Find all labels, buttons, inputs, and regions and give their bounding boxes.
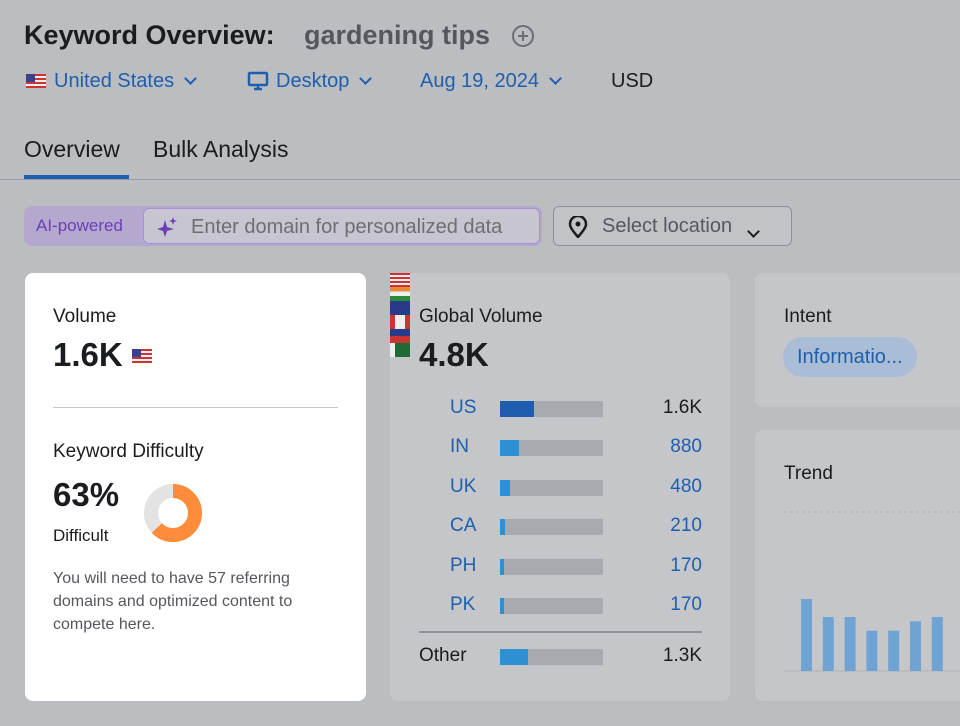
volume-bar — [500, 558, 504, 575]
date-filter[interactable]: Aug 19, 2024 — [420, 70, 562, 93]
country-code: CA — [450, 515, 477, 537]
volume-bar — [500, 649, 528, 665]
location-select[interactable]: Select location — [553, 206, 792, 246]
filter-text: Desktop — [276, 70, 350, 92]
volume-value: 1.3K — [662, 645, 702, 666]
trend-bar — [931, 617, 943, 671]
volume-card: Volume 1.6K Keyword Difficulty 63% Diffi… — [25, 273, 366, 701]
country-filter[interactable]: United States — [54, 70, 197, 93]
currency: USD — [611, 70, 654, 92]
volume-track — [500, 479, 603, 496]
country-code: PK — [450, 594, 476, 615]
filter-text: United States — [54, 70, 175, 92]
trend-bar — [844, 617, 856, 671]
trend-chart — [784, 511, 960, 672]
volume-bar — [500, 519, 505, 536]
trend-bar — [910, 621, 921, 671]
volume-track — [500, 519, 603, 536]
flag — [390, 287, 410, 301]
global-value: 4.8K — [419, 336, 489, 373]
card-label: Global Volume — [419, 306, 543, 327]
device-filter[interactable]: Desktop — [276, 70, 373, 93]
flag — [390, 301, 410, 315]
card-label: Keyword Difficulty — [53, 441, 204, 462]
tab-active[interactable]: Overview — [24, 136, 120, 162]
pin-icon — [568, 216, 588, 238]
flag — [390, 273, 410, 287]
card-label: Volume — [53, 306, 117, 327]
volume-bar — [500, 479, 511, 496]
volume-value: 880 — [670, 436, 702, 458]
difficulty-donut — [144, 484, 202, 542]
add-icon[interactable] — [511, 24, 535, 48]
divider — [53, 407, 338, 408]
difficulty-level: Difficult — [53, 526, 109, 545]
volume-bar — [500, 440, 519, 457]
country-code: Other — [419, 645, 467, 666]
flag — [390, 329, 410, 343]
tab[interactable]: Bulk Analysis — [153, 136, 289, 162]
difficulty-note: You will need to have 57 referring domai… — [53, 570, 293, 633]
volume-track — [500, 558, 603, 575]
trend-card: Trend — [755, 430, 960, 701]
intent-card: Intent Informatio... — [755, 273, 960, 407]
divider — [419, 631, 702, 633]
flag — [390, 343, 410, 357]
filter-text: Aug 19, 2024 — [420, 70, 539, 92]
volume-value: 1.6K — [53, 336, 123, 373]
card-label: Trend — [784, 463, 833, 484]
tab-divider — [0, 179, 960, 180]
difficulty-value: 63% — [53, 476, 120, 513]
keyword: gardening tips — [304, 20, 491, 50]
volume-value: 170 — [670, 554, 702, 576]
country-code: US — [450, 397, 477, 418]
country-code: PH — [450, 554, 477, 576]
ai-badge: AI-powered — [36, 216, 123, 235]
trend-bar — [866, 630, 878, 671]
global-volume-card: Global Volume 4.8K US 1.6K IN 880 UK 480 CA 210… — [390, 273, 730, 701]
trend-bar — [822, 617, 834, 671]
input-placeholder: Enter domain for personalized data — [191, 216, 503, 238]
page-title: Keyword Overview: — [24, 20, 275, 50]
flag — [390, 315, 410, 329]
donut-arc — [144, 484, 202, 542]
domain-input[interactable]: Enter domain for personalized data — [143, 208, 540, 244]
trend-bar — [801, 599, 812, 671]
country-code: IN — [450, 436, 469, 458]
volume-track — [500, 440, 603, 457]
flag-us — [132, 349, 152, 363]
country-code: UK — [450, 475, 477, 497]
volume-track — [500, 598, 603, 614]
tab-underline — [24, 175, 129, 179]
desktop-icon — [247, 71, 269, 91]
volume-value: 480 — [670, 475, 702, 497]
trend-bar — [888, 630, 900, 671]
volume-bar — [500, 401, 535, 417]
intent-badge: Informatio... — [783, 337, 917, 377]
flag-us — [26, 74, 46, 88]
volume-track — [500, 649, 603, 665]
volume-value: 170 — [670, 594, 702, 615]
volume-value: 210 — [670, 515, 702, 537]
sparkle-icon — [157, 217, 177, 237]
select-text: Select location — [602, 215, 733, 237]
volume-value: 1.6K — [662, 397, 702, 418]
volume-bar — [500, 598, 504, 614]
card-label: Intent — [784, 306, 832, 327]
volume-track — [500, 401, 603, 417]
ai-search: AI-powered Enter domain for personalized… — [24, 206, 542, 246]
